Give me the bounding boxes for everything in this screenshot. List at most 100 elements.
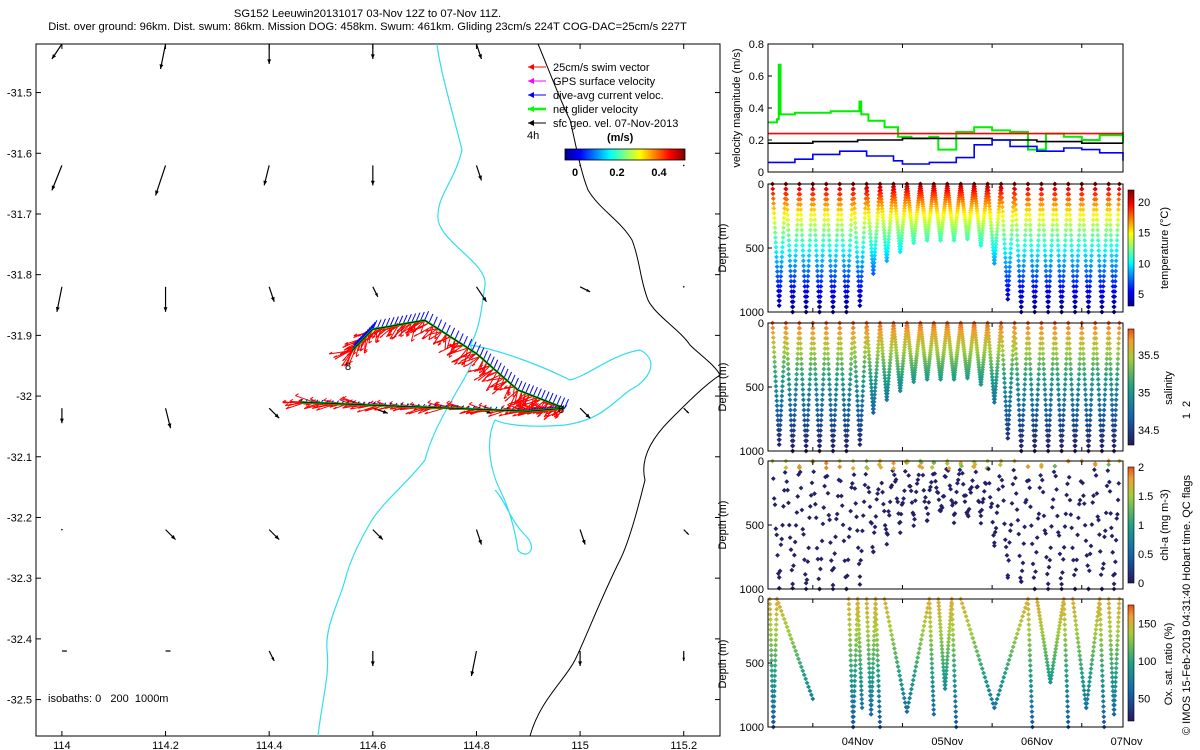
geostrophic-arrow xyxy=(372,407,389,414)
ox-colorbar-tick: 100 xyxy=(1138,656,1156,668)
geostrophic-vectors xyxy=(51,44,690,677)
geostrophic-arrow xyxy=(682,651,686,662)
salinity-cbar-label: salinity xyxy=(1163,371,1175,405)
chl-points xyxy=(770,458,1122,592)
geostrophic-arrow xyxy=(579,529,586,545)
geostrophic-arrow xyxy=(165,650,171,652)
temp-colorbar-tick: 10 xyxy=(1138,258,1150,270)
legend-arrowhead xyxy=(528,92,534,98)
temp-ytick-label: 1000 xyxy=(740,307,764,319)
map-panel: 114 114.2 114.4 114.6 114.8 115 115.2 -31.5 -31.… xyxy=(7,43,721,750)
figure-title-line2: Dist. over ground: 96km. Dist. swum: 86k… xyxy=(48,21,687,33)
track-end-label: 8 xyxy=(558,404,564,416)
geostrophic-arrow xyxy=(683,529,690,536)
map-frame xyxy=(35,43,721,737)
geostrophic-arrow xyxy=(578,651,583,667)
velocity-ytick-label: 0.4 xyxy=(749,103,764,115)
chl-ytick-label: 0 xyxy=(758,456,764,468)
map-axes: 114 114.2 114.4 114.6 114.8 115 115.2 -31.5 -31.… xyxy=(7,44,720,750)
map-ytick-label: -32.1 xyxy=(7,452,32,464)
geostrophic-arrow xyxy=(475,165,483,181)
isobath-200m xyxy=(317,44,486,736)
geostrophic-arrow xyxy=(579,407,591,419)
velocity-ytick-label: 0.6 xyxy=(749,71,764,83)
temp-ytick-label: 0 xyxy=(758,179,764,191)
map-xtick-label: 114.6 xyxy=(359,740,386,750)
map-ytick-label: -31.6 xyxy=(7,148,32,160)
velocity-ytick-label: 0.2 xyxy=(749,135,764,147)
geostrophic-arrow xyxy=(683,407,690,414)
map-legend: 25cm/s swim vector GPS surface velocity di… xyxy=(528,62,678,130)
temperature-cbar-label: temperature (°C) xyxy=(1159,207,1171,289)
chla-depth-label: Depth (m) xyxy=(717,501,729,550)
velocity-frame xyxy=(767,43,1124,173)
ox-ytick-label: 1000 xyxy=(740,722,764,734)
salinity-panel: 0 500 1000 34.5 35 35.5 xyxy=(740,318,1160,458)
chl-ytick-label: 500 xyxy=(746,520,764,532)
velocity-ytick-label: 0.8 xyxy=(749,39,764,51)
legend-arrowhead xyxy=(528,64,534,70)
map-ytick-label: -31.7 xyxy=(7,209,32,221)
geostrophic-arrow xyxy=(165,529,176,541)
chl-colorbar-tick: 0 xyxy=(1138,578,1144,590)
legend-arrowhead xyxy=(528,78,534,84)
temp-points xyxy=(770,181,1122,315)
geostrophic-arrow xyxy=(268,286,275,302)
legend-label: sfc geo. vel. 07-Nov-2013 xyxy=(553,118,678,130)
geostrophic-arrow xyxy=(51,44,63,60)
geostrophic-arrow xyxy=(159,44,167,70)
isobath-1000m-bay xyxy=(469,344,652,555)
geostrophic-arrow xyxy=(372,286,379,298)
sal-ytick-label: 0 xyxy=(758,318,764,330)
speed-colorbar-tick-2: 0.4 xyxy=(651,167,667,179)
geostrophic-arrow xyxy=(370,165,375,186)
chl-colorbar-tick: 0.5 xyxy=(1138,549,1153,561)
geostrophic-arrow xyxy=(268,650,275,662)
geostrophic-arrow xyxy=(164,408,172,429)
geostrophic-arrow xyxy=(579,286,591,293)
velocity-ytick-label: 0 xyxy=(758,167,764,179)
map-xtick-label: 115.2 xyxy=(670,740,697,750)
time-axis-label: 04Nov xyxy=(842,736,874,748)
temp-ytick-label: 500 xyxy=(746,243,764,255)
coastline xyxy=(529,44,720,736)
temp-colorbar-tick: 15 xyxy=(1138,228,1150,240)
speed-colorbar-tick-0: 0 xyxy=(572,167,578,179)
map-ytick-label: -31.5 xyxy=(7,88,32,100)
isobath-note: isobaths: 0 200 1000m xyxy=(48,693,168,705)
geostrophic-arrow xyxy=(475,529,483,545)
geostrophic-arrow xyxy=(268,407,280,419)
geostrophic-arrow xyxy=(370,651,375,667)
geostrophic-arrow xyxy=(475,44,483,60)
temperature-panel: 0 500 1000 5 10 15 20 xyxy=(740,179,1151,319)
chl-colorbar-tick: 2 xyxy=(1138,462,1144,474)
geostrophic-arrow xyxy=(51,165,63,191)
time-axis-label: 05Nov xyxy=(931,736,963,748)
track-line-out xyxy=(300,401,565,412)
ox-ytick-label: 500 xyxy=(746,658,764,670)
temp-colorbar-tick: 5 xyxy=(1138,289,1144,301)
geostrophic-arrow xyxy=(59,408,64,424)
colorbar-unit: (m/s) xyxy=(607,132,634,144)
geostrophic-arrow xyxy=(61,528,63,531)
velocity-ylabel: velocity magnitude (m/s) xyxy=(731,48,743,167)
map-ytick-label: -32.4 xyxy=(7,634,32,646)
oxygen-panel: 0 500 1000 50 100 150 xyxy=(740,594,1157,734)
legend-label: GPS surface velocity xyxy=(553,76,656,88)
sal-colorbar-tick: 35.5 xyxy=(1138,350,1159,362)
credit-text: © IMOS 15-Feb-2019 04:31:40 Hobart time.… xyxy=(1181,474,1193,735)
ox-points xyxy=(767,596,1122,730)
chl-ytick-label: 1000 xyxy=(740,584,764,596)
oxygen-depth-label: Depth (m) xyxy=(717,640,729,689)
map-xtick-label: 114.8 xyxy=(463,740,490,750)
legend-label: net glider velocity xyxy=(553,104,638,116)
legend-arrowhead xyxy=(528,106,534,112)
geostrophic-arrow xyxy=(475,286,487,303)
legend-arrowhead xyxy=(528,120,534,126)
velocity-series xyxy=(768,132,1124,135)
geostrophic-arrow xyxy=(682,286,685,288)
ox-ytick-label: 0 xyxy=(758,594,764,606)
qc-flag-values: 1 2 xyxy=(1181,401,1193,419)
speed-colorbar-tick-1: 0.2 xyxy=(609,167,624,179)
